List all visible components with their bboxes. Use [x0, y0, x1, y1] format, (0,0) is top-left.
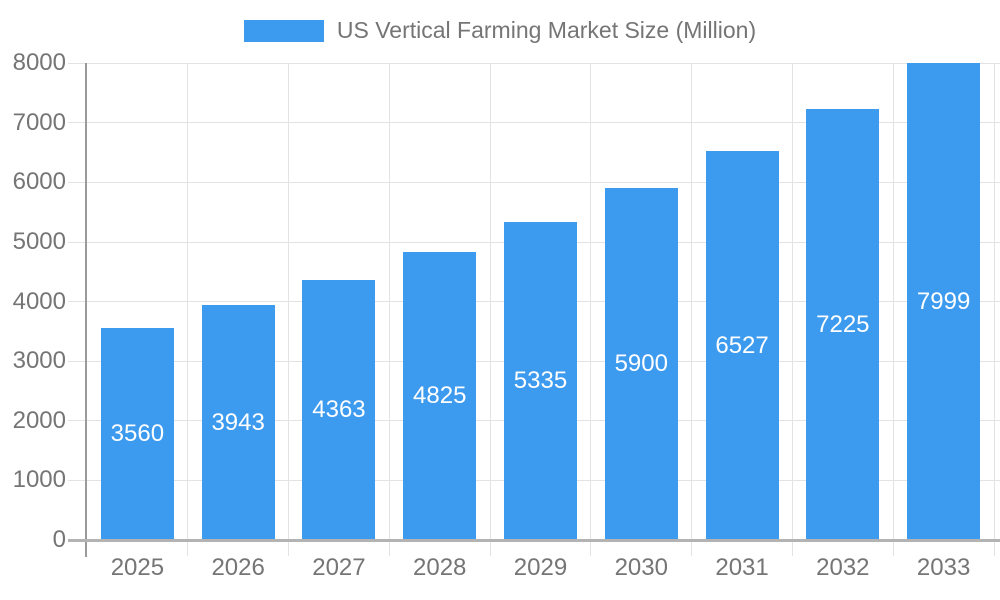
gridline-x-6 — [691, 63, 693, 556]
gridline-x-9 — [993, 63, 995, 556]
gridline-x-4 — [489, 63, 491, 556]
x-tick-label-2030: 2030 — [614, 554, 668, 581]
bar-value-label-2031: 6527 — [715, 331, 769, 359]
y-tick-label-6000: 6000 — [12, 168, 66, 196]
bar-2029[interactable]: 5335 — [504, 222, 577, 540]
x-axis-line — [68, 538, 1000, 542]
gridline-x-7 — [791, 63, 793, 556]
bar-2028[interactable]: 4825 — [403, 252, 477, 540]
gridline-y-6000 — [68, 181, 1000, 183]
bar-value-label-2025: 3560 — [110, 419, 165, 447]
x-tick-label-2028: 2028 — [413, 554, 467, 581]
bar-value-label-2028: 4825 — [413, 382, 467, 410]
x-tick-label-2031: 2031 — [715, 554, 769, 581]
bar-2026[interactable]: 3943 — [201, 305, 275, 540]
gridline-x-2 — [288, 63, 290, 556]
gridline-x-3 — [388, 63, 390, 556]
gridline-y-8000 — [68, 62, 1000, 64]
bar-value-label-2029: 5335 — [513, 367, 568, 395]
legend-item[interactable]: US Vertical Farming Market Size (Million… — [0, 17, 1000, 44]
bar-2025[interactable]: 3560 — [100, 327, 174, 540]
bar-2031[interactable]: 6527 — [705, 151, 779, 540]
y-tick-label-7000: 7000 — [12, 108, 66, 136]
gridline-x-8 — [892, 63, 894, 556]
y-axis-line — [85, 63, 87, 557]
bar-value-label-2032: 7225 — [816, 310, 870, 338]
y-tick-label-0: 0 — [52, 526, 66, 553]
y-tick-label-4000: 4000 — [12, 287, 66, 315]
bar-value-label-2027: 4363 — [312, 396, 366, 423]
bar-value-label-2030: 5900 — [614, 350, 668, 378]
bar-2032[interactable]: 7225 — [806, 109, 880, 540]
legend-label: US Vertical Farming Market Size (Million… — [336, 17, 757, 43]
legend-swatch — [243, 19, 324, 42]
bar-2030[interactable]: 5900 — [604, 188, 678, 540]
x-tick-label-2033: 2033 — [916, 554, 971, 581]
x-tick-label-2027: 2027 — [312, 554, 366, 581]
bar-value-label-2026: 3943 — [211, 408, 265, 436]
y-tick-label-3000: 3000 — [12, 347, 66, 375]
x-tick-label-2026: 2026 — [211, 554, 265, 581]
y-tick-label-2000: 2000 — [12, 406, 66, 434]
gridline-y-7000 — [68, 122, 1000, 124]
x-tick-label-2025: 2025 — [110, 554, 165, 581]
bar-2033[interactable]: 7999 — [907, 63, 981, 540]
gridline-x-5 — [590, 63, 592, 556]
y-tick-label-1000: 1000 — [12, 466, 66, 494]
y-tick-label-5000: 5000 — [12, 228, 66, 256]
gridline-x-1 — [187, 63, 189, 556]
bar-value-label-2033: 7999 — [916, 287, 971, 315]
y-tick-label-8000: 8000 — [12, 49, 66, 77]
x-tick-label-2032: 2032 — [816, 554, 870, 581]
x-tick-label-2029: 2029 — [513, 554, 568, 581]
bar-2027[interactable]: 4363 — [302, 280, 376, 540]
